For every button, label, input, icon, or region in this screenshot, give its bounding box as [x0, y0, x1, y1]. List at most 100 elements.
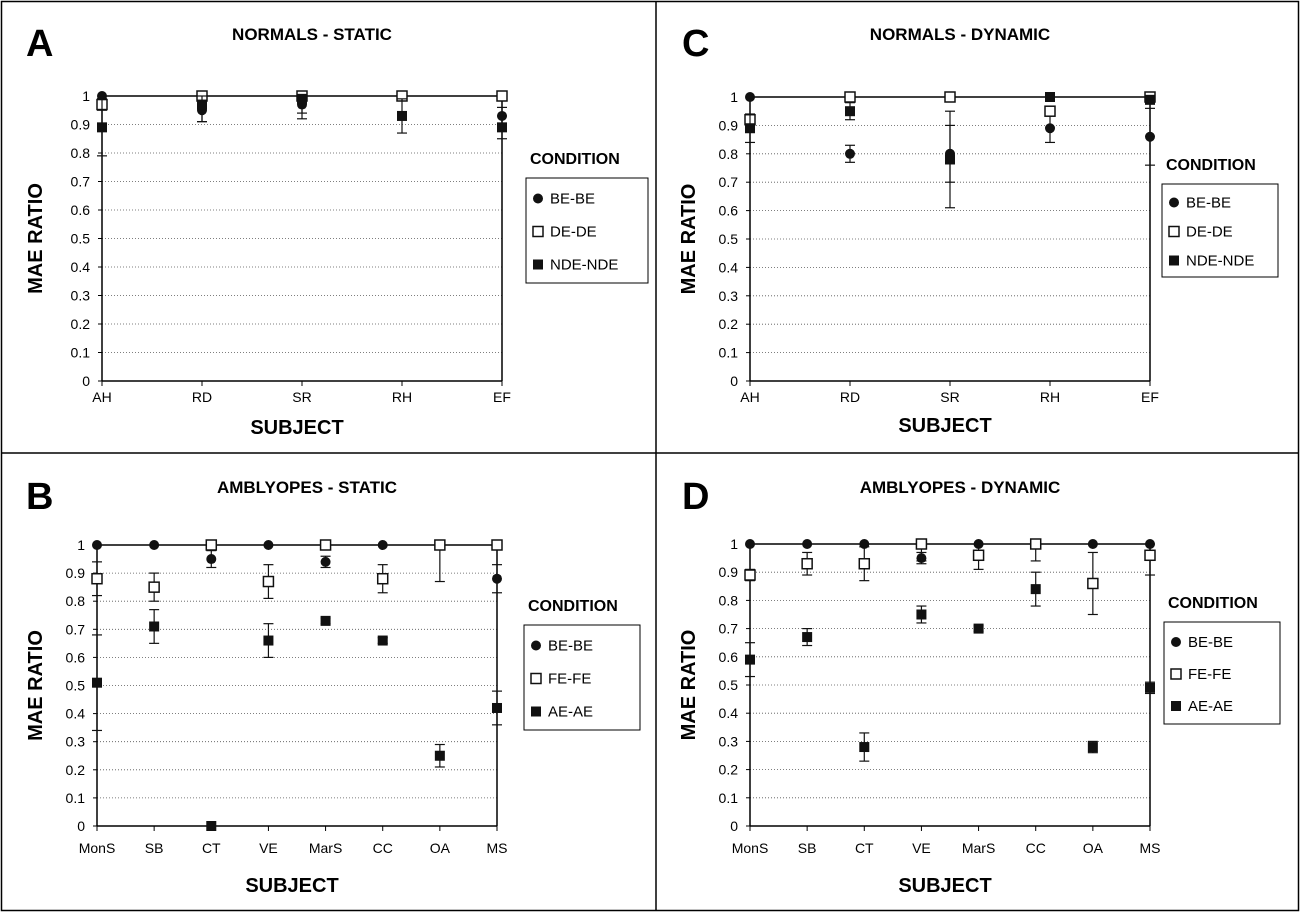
data-point: [492, 702, 502, 713]
data-point: [1045, 92, 1055, 102]
y-tick-label: 0.4: [66, 706, 86, 722]
y-tick-label: 0.9: [66, 565, 86, 581]
panel-letter: D: [682, 476, 709, 518]
data-point: [497, 122, 507, 133]
y-axis-title: MAE RATIO: [678, 630, 700, 741]
data-point: [91, 572, 103, 585]
data-point: [745, 123, 755, 134]
data-point: [434, 539, 446, 551]
data-point: [858, 557, 871, 570]
legend-label: DE-DE: [1186, 224, 1233, 241]
data-point: [496, 90, 508, 102]
x-tick-label: MonS: [79, 840, 116, 856]
series-ae-ae: [92, 609, 502, 831]
legend: BE-BE FE-FE AE-AE: [523, 624, 641, 731]
data-point: [1087, 539, 1098, 549]
y-tick-label: 0: [77, 818, 85, 834]
legend-title: CONDITION: [1166, 157, 1256, 174]
x-tick-label: CC: [373, 840, 393, 856]
panel-title: NORMALS - STATIC: [232, 25, 392, 44]
x-axis-title: SUBJECT: [245, 875, 338, 897]
x-tick-label: RD: [840, 389, 860, 405]
y-tick-label: 0.1: [71, 345, 91, 361]
y-tick-label: 1: [77, 537, 85, 553]
y-tick-label: 0.9: [719, 564, 739, 580]
data-point: [92, 540, 102, 550]
data-point: [92, 677, 102, 688]
y-tick-label: 0.6: [719, 203, 739, 219]
data-point: [915, 538, 928, 550]
data-point: [944, 91, 956, 103]
x-tick-label: OA: [1083, 840, 1104, 856]
series-fe-fe: [91, 539, 503, 602]
legend: BE-BE FE-FE AE-AE: [1163, 621, 1281, 725]
data-point: [1087, 577, 1099, 590]
y-tick-label: 0.3: [719, 288, 739, 304]
y-tick-label: 0.6: [66, 649, 86, 665]
y-tick-label: 0.5: [719, 677, 739, 693]
data-point: [1145, 94, 1155, 105]
legend-box: [525, 177, 649, 284]
x-tick-label: CT: [855, 840, 874, 856]
series-ae-ae: [745, 571, 1155, 762]
legend-marker: [1169, 197, 1179, 208]
legend: BE-BE DE-DE NDE-NDE: [1161, 183, 1279, 278]
y-tick-label: 1: [730, 89, 738, 105]
y-tick-label: 0.3: [71, 288, 91, 304]
legend-box: [1161, 183, 1279, 278]
legend-label: BE-BE: [550, 191, 595, 208]
x-tick-label: VE: [259, 840, 278, 856]
legend-label: BE-BE: [1188, 634, 1233, 651]
data-point: [149, 621, 160, 632]
x-tick-label: EF: [1141, 389, 1159, 405]
y-tick-label: 0.8: [66, 593, 86, 609]
x-tick-label: AH: [92, 389, 111, 405]
panel-d: D AMBLYOPES - DYNAMIC 0 0.1 0.2 0.3 0.4 0.5 0.6 0…: [678, 476, 1281, 897]
legend-label: BE-BE: [1186, 195, 1231, 212]
panel-letter: A: [26, 23, 53, 65]
x-tick-label: SB: [798, 840, 817, 856]
legend: BE-BE DE-DE NDE-NDE: [525, 177, 649, 284]
x-tick-label: MS: [487, 840, 508, 856]
data-point: [1087, 742, 1098, 753]
data-point: [859, 742, 870, 753]
data-point: [972, 549, 985, 562]
y-tick-label: 0.1: [719, 345, 739, 361]
y-tick-label: 0: [82, 373, 90, 389]
legend-title: CONDITION: [1168, 595, 1258, 612]
x-tick-label: RH: [1040, 389, 1060, 405]
legend-title: CONDITION: [528, 598, 618, 615]
data-point: [744, 569, 756, 581]
y-tick-label: 0: [730, 373, 738, 389]
data-point: [434, 750, 445, 761]
legend-title: CONDITION: [530, 151, 620, 168]
y-tick-label: 0.7: [719, 621, 739, 637]
data-point: [491, 539, 503, 551]
y-tick-label: 0.7: [719, 174, 739, 190]
data-point: [916, 609, 927, 620]
data-point: [262, 575, 275, 588]
legend-marker: [1170, 668, 1182, 680]
data-point: [802, 539, 813, 549]
y-tick-label: 0: [730, 818, 738, 834]
y-tick-label: 1: [730, 536, 738, 552]
data-point: [397, 110, 407, 121]
data-point: [1045, 123, 1055, 134]
panel-b: B AMBLYOPES - STATIC 0 0.1 0.2 0.3 0.4 0.5 0.6 0.…: [25, 476, 641, 897]
y-tick-label: 0.1: [66, 790, 86, 806]
y-axis-title: MAE RATIO: [25, 630, 47, 741]
y-tick-label: 0.5: [66, 678, 86, 694]
x-tick-label: MS: [1140, 840, 1161, 856]
panel-title: AMBLYOPES - STATIC: [217, 478, 397, 497]
y-tick-label: 0.8: [719, 592, 739, 608]
legend-marker: [530, 672, 542, 685]
legend-marker: [531, 640, 541, 651]
legend-marker: [533, 259, 543, 270]
data-point: [263, 635, 274, 646]
legend-marker: [1168, 225, 1180, 238]
y-tick-label: 1: [82, 88, 90, 104]
y-tick-label: 0.4: [719, 259, 739, 275]
x-tick-label: RD: [192, 389, 212, 405]
y-tick-label: 0.2: [66, 762, 86, 778]
